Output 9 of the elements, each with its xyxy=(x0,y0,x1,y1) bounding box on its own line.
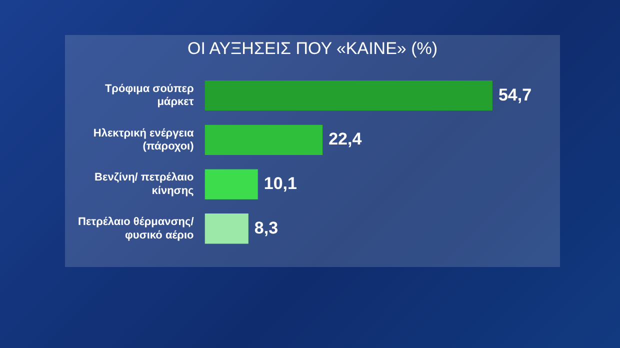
chart-title: ΟΙ ΑΥΞΗΣΕΙΣ ΠΟΥ «ΚΑΙΝΕ» (%) xyxy=(187,38,438,58)
y-tick-label: Ηλεκτρική ενέργεια (πάροχοι) xyxy=(93,127,194,153)
y-tick-label: Πετρέλαιο θέρμανσης/ φυσικό αέριο xyxy=(78,216,194,242)
y-tick-label: Τρόφιμα σούπερ μάρκετ xyxy=(104,83,194,108)
data-label: 8,3 xyxy=(254,218,278,238)
y-tick-label: Βενζίνη/ πετρέλαιο κίνησης xyxy=(94,172,194,197)
data-label: 10,1 xyxy=(264,174,297,193)
data-label: 54,7 xyxy=(498,85,532,104)
data-label: 22,4 xyxy=(328,130,362,149)
